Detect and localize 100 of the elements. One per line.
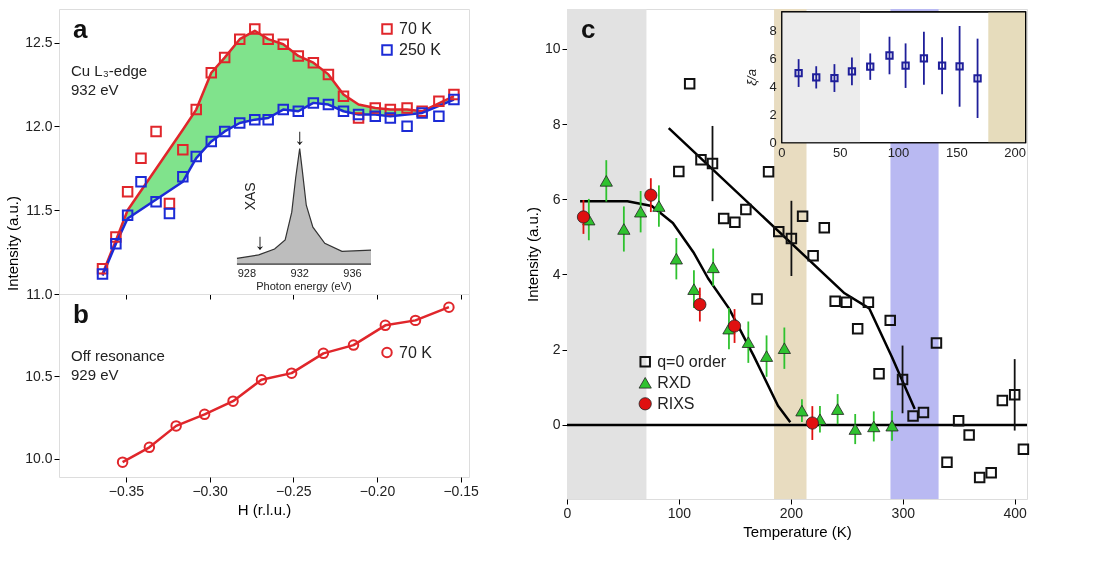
point bbox=[706, 261, 720, 274]
point bbox=[695, 154, 707, 166]
point bbox=[785, 232, 798, 245]
point bbox=[135, 175, 147, 188]
x-tick-label: 100 bbox=[667, 504, 692, 521]
point bbox=[896, 373, 909, 386]
chart-title: c bbox=[581, 14, 596, 44]
point bbox=[1008, 389, 1021, 401]
point bbox=[687, 283, 701, 295]
point bbox=[401, 102, 413, 114]
y-tick-label: 8 bbox=[769, 23, 777, 39]
point bbox=[337, 105, 350, 118]
point bbox=[150, 125, 162, 138]
point bbox=[885, 51, 894, 60]
point bbox=[285, 367, 298, 379]
point bbox=[867, 420, 881, 433]
point bbox=[576, 210, 590, 224]
point bbox=[190, 150, 202, 163]
point bbox=[227, 395, 239, 407]
point bbox=[796, 210, 809, 222]
y-tick-label: 2 bbox=[552, 341, 561, 358]
x-tick-label: 928 bbox=[237, 267, 257, 280]
legend-label: RXD bbox=[657, 373, 691, 391]
point bbox=[941, 456, 953, 468]
y-tick-label: 10 bbox=[544, 40, 561, 57]
y-tick-label: 6 bbox=[552, 190, 561, 207]
point bbox=[952, 415, 965, 427]
legend-label: 70 K bbox=[399, 343, 433, 361]
point bbox=[644, 188, 658, 202]
x-tick-label: 50 bbox=[832, 144, 848, 160]
point bbox=[135, 152, 147, 164]
x-axis-title: Temperature (K) bbox=[743, 522, 852, 540]
y-tick-label: 12.5 bbox=[25, 34, 53, 51]
point bbox=[401, 120, 413, 133]
y-tick-label: 0 bbox=[552, 416, 561, 433]
annotation: ↓ bbox=[294, 123, 306, 149]
point bbox=[277, 38, 289, 50]
x-tick-label: −0.30 bbox=[192, 482, 229, 499]
point bbox=[190, 103, 202, 116]
point bbox=[433, 110, 445, 123]
point bbox=[862, 296, 875, 309]
x-tick-label: 932 bbox=[290, 267, 309, 280]
x-tick-label: 100 bbox=[887, 144, 910, 160]
point bbox=[617, 223, 631, 235]
y-tick-label: 11.0 bbox=[26, 285, 53, 302]
point bbox=[773, 225, 785, 238]
point bbox=[150, 196, 162, 208]
point bbox=[218, 51, 231, 64]
point bbox=[729, 216, 741, 228]
point bbox=[205, 66, 218, 79]
y-axis-title: XAS bbox=[241, 182, 258, 211]
y-tick-label: 10.5 bbox=[25, 367, 53, 384]
point bbox=[973, 471, 986, 484]
point bbox=[233, 33, 246, 45]
y-tick-label: 10.0 bbox=[25, 450, 53, 467]
point bbox=[812, 73, 821, 82]
point bbox=[777, 342, 791, 354]
point bbox=[177, 144, 189, 156]
point bbox=[443, 301, 455, 313]
point bbox=[706, 157, 719, 170]
point bbox=[866, 62, 875, 71]
point bbox=[669, 253, 683, 265]
point bbox=[955, 62, 964, 71]
point bbox=[907, 410, 919, 422]
point bbox=[762, 166, 775, 178]
x-tick-label: 0 bbox=[563, 504, 572, 521]
point bbox=[218, 125, 231, 138]
point bbox=[885, 419, 899, 432]
point bbox=[379, 319, 392, 332]
point bbox=[121, 185, 134, 198]
point bbox=[973, 74, 982, 83]
x-axis-title: H (r.l.u.) bbox=[237, 500, 292, 518]
point bbox=[634, 205, 648, 218]
point bbox=[352, 112, 365, 124]
point bbox=[840, 296, 853, 309]
annotation: 929 eV bbox=[71, 366, 119, 383]
y-tick-label: 8 bbox=[552, 115, 561, 132]
x-tick-label: −0.20 bbox=[359, 482, 396, 499]
point bbox=[262, 113, 274, 126]
point bbox=[873, 368, 885, 380]
point bbox=[322, 68, 335, 81]
point bbox=[829, 295, 841, 307]
x-tick-label: 200 bbox=[1004, 144, 1026, 160]
point bbox=[805, 416, 819, 430]
point bbox=[110, 237, 122, 250]
point bbox=[205, 135, 218, 148]
point bbox=[740, 203, 752, 216]
point bbox=[121, 209, 134, 221]
x-tick-label: 400 bbox=[1003, 504, 1028, 521]
point bbox=[177, 170, 189, 183]
point bbox=[728, 319, 742, 333]
point bbox=[307, 97, 320, 109]
point bbox=[352, 108, 365, 121]
y-axis-title: ξ/a bbox=[743, 69, 759, 86]
point bbox=[693, 298, 707, 312]
x-tick-label: −0.35 bbox=[108, 482, 145, 499]
chart-title: a bbox=[73, 14, 88, 44]
legend-label: RIXS bbox=[657, 394, 695, 412]
point bbox=[847, 67, 857, 76]
x-axis-title: Photon energy (eV) bbox=[256, 280, 352, 293]
